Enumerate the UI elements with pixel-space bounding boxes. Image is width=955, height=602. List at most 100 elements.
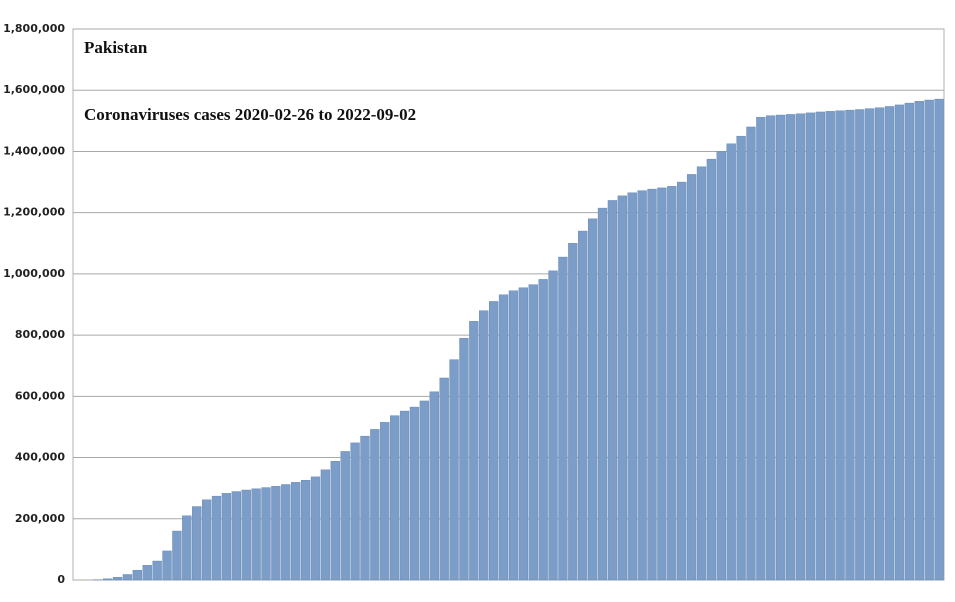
bar <box>825 111 835 581</box>
bar <box>736 135 746 581</box>
bar <box>726 143 736 581</box>
bar <box>390 415 400 581</box>
bar <box>291 482 301 581</box>
bar <box>776 114 786 581</box>
bar <box>914 101 924 581</box>
bar <box>340 451 350 581</box>
bar <box>281 484 291 581</box>
bar <box>498 294 509 581</box>
bar <box>122 574 133 581</box>
bar <box>548 270 558 581</box>
bar <box>924 99 934 581</box>
bars <box>93 98 944 581</box>
bar <box>528 284 538 581</box>
bar <box>508 290 519 581</box>
bar <box>469 321 479 581</box>
bar <box>192 506 202 581</box>
bar <box>855 109 865 581</box>
bar <box>112 577 123 581</box>
bar <box>459 337 469 581</box>
y-tick-label: 600,000 <box>15 389 65 402</box>
bar <box>904 102 915 581</box>
bar <box>746 126 756 581</box>
bar <box>815 111 825 581</box>
bar <box>142 565 152 581</box>
bar <box>785 114 796 581</box>
bar <box>845 109 855 581</box>
chart-title: Pakistan <box>84 38 148 57</box>
bar <box>795 113 806 581</box>
bar <box>894 104 905 581</box>
bar <box>835 110 845 581</box>
bar <box>578 230 588 581</box>
bar <box>419 400 430 581</box>
y-tick-label: 800,000 <box>15 328 65 341</box>
bar <box>201 499 212 581</box>
bar <box>172 530 182 581</box>
bar <box>241 489 251 581</box>
bar <box>686 174 697 581</box>
bar <box>320 469 331 581</box>
y-tick-label: 1,200,000 <box>3 206 65 219</box>
bar <box>429 391 439 581</box>
bar <box>875 107 885 581</box>
bar <box>696 166 707 581</box>
bar <box>162 550 172 581</box>
bar <box>538 279 548 581</box>
y-tick-label: 1,600,000 <box>3 83 65 96</box>
y-tick-label: 1,800,000 <box>3 22 65 35</box>
bar <box>568 243 578 581</box>
bar <box>409 406 420 581</box>
bar <box>518 287 528 581</box>
bar <box>865 108 875 581</box>
y-tick-label: 0 <box>57 573 65 586</box>
bar <box>370 429 380 581</box>
bar <box>211 495 222 581</box>
bar <box>330 461 340 581</box>
y-tick-label: 1,000,000 <box>3 267 65 280</box>
bar <box>182 515 192 581</box>
bar <box>300 480 311 581</box>
bar <box>132 570 142 581</box>
bar <box>766 115 776 581</box>
bar <box>617 195 627 581</box>
bar <box>884 106 895 581</box>
bar <box>558 256 568 581</box>
bar <box>479 310 489 581</box>
bar <box>439 377 449 581</box>
bar <box>360 435 370 581</box>
bar <box>716 151 726 581</box>
bar <box>449 359 459 581</box>
bar <box>667 186 677 581</box>
bar <box>102 578 113 581</box>
bar <box>657 187 667 581</box>
bar <box>647 188 657 581</box>
bar <box>399 410 410 581</box>
bar <box>251 488 261 581</box>
bar <box>587 218 598 581</box>
bar <box>310 476 321 581</box>
bar <box>597 207 608 581</box>
bar <box>706 158 717 581</box>
bar <box>805 112 816 581</box>
bar <box>152 560 162 581</box>
bar <box>756 116 766 581</box>
bar <box>261 487 271 581</box>
y-tick-label: 200,000 <box>15 512 65 525</box>
bar <box>380 422 390 581</box>
bar <box>637 190 647 581</box>
bar <box>271 486 281 581</box>
bar <box>221 493 232 581</box>
chart-subtitle: Coronaviruses cases 2020-02-26 to 2022-0… <box>84 105 416 124</box>
bar <box>607 200 618 581</box>
bar <box>489 301 499 581</box>
bar <box>934 98 944 581</box>
y-tick-label: 400,000 <box>15 451 65 464</box>
bar <box>677 181 687 581</box>
bar <box>231 491 241 581</box>
y-tick-label: 1,400,000 <box>3 144 65 157</box>
bar <box>350 442 360 581</box>
bar <box>627 192 637 581</box>
